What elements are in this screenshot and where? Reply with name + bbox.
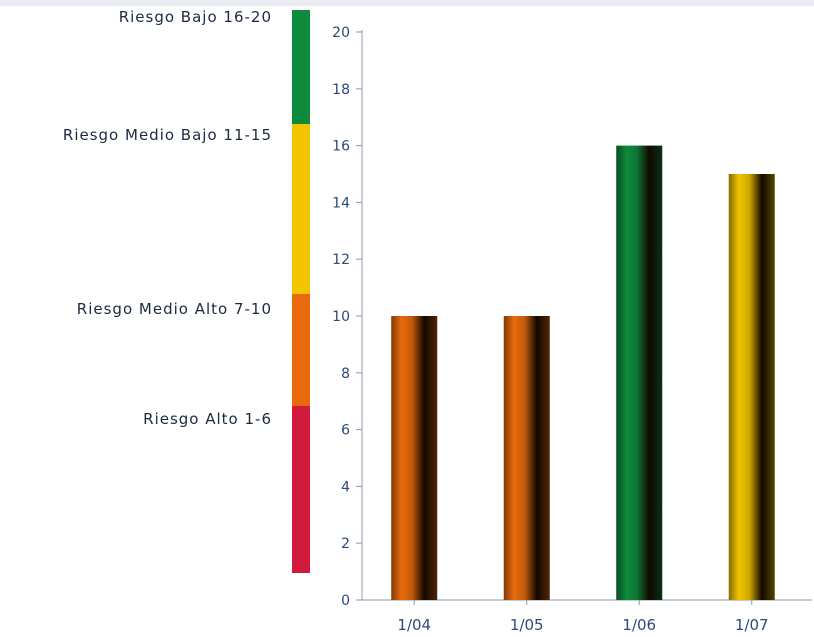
bar-1-07[interactable]: [728, 174, 775, 600]
y-tick-label: 8: [341, 366, 350, 382]
y-tick-label: 10: [332, 309, 350, 325]
risk-scale-label: Riesgo Bajo 16-20: [119, 8, 272, 26]
y-tick-label: 6: [341, 423, 350, 439]
risk-scale-label: Riesgo Medio Alto 7-10: [77, 300, 272, 318]
y-tick-label: 4: [341, 479, 350, 495]
y-tick-label: 0: [341, 593, 350, 609]
x-tick-label: 1/06: [622, 616, 656, 634]
y-tick-label: 2: [341, 536, 350, 552]
risk-scale-segment: [292, 124, 310, 294]
axes: 0 2 4 6 8 10 12 14 16 18 20 1/04 1/05 1/06 1/07: [332, 25, 812, 634]
risk-scale-label: Riesgo Medio Bajo 11-15: [63, 126, 272, 144]
bar-1-05[interactable]: [503, 316, 550, 600]
risk-scale-segment: [292, 406, 310, 573]
x-tick-label: 1/04: [397, 616, 431, 634]
y-tick-label: 12: [332, 252, 350, 268]
y-tick-label: 18: [332, 82, 350, 98]
y-tick-label: 14: [332, 195, 350, 211]
risk-scale-label: Riesgo Alto 1-6: [143, 410, 272, 428]
x-tick-label: 1/05: [510, 616, 544, 634]
y-tick-label: 16: [332, 139, 350, 155]
risk-scale-segment: [292, 10, 310, 124]
x-tick-label: 1/07: [735, 616, 769, 634]
bars: [391, 145, 775, 600]
bar-1-04[interactable]: [391, 316, 438, 600]
y-tick-label: 20: [332, 25, 350, 41]
risk-scale-legend: Riesgo Bajo 16-20 Riesgo Medio Bajo 11-15…: [63, 8, 310, 573]
bar-1-06[interactable]: [616, 145, 663, 600]
top-band: [0, 0, 814, 6]
risk-scale-segment: [292, 294, 310, 406]
